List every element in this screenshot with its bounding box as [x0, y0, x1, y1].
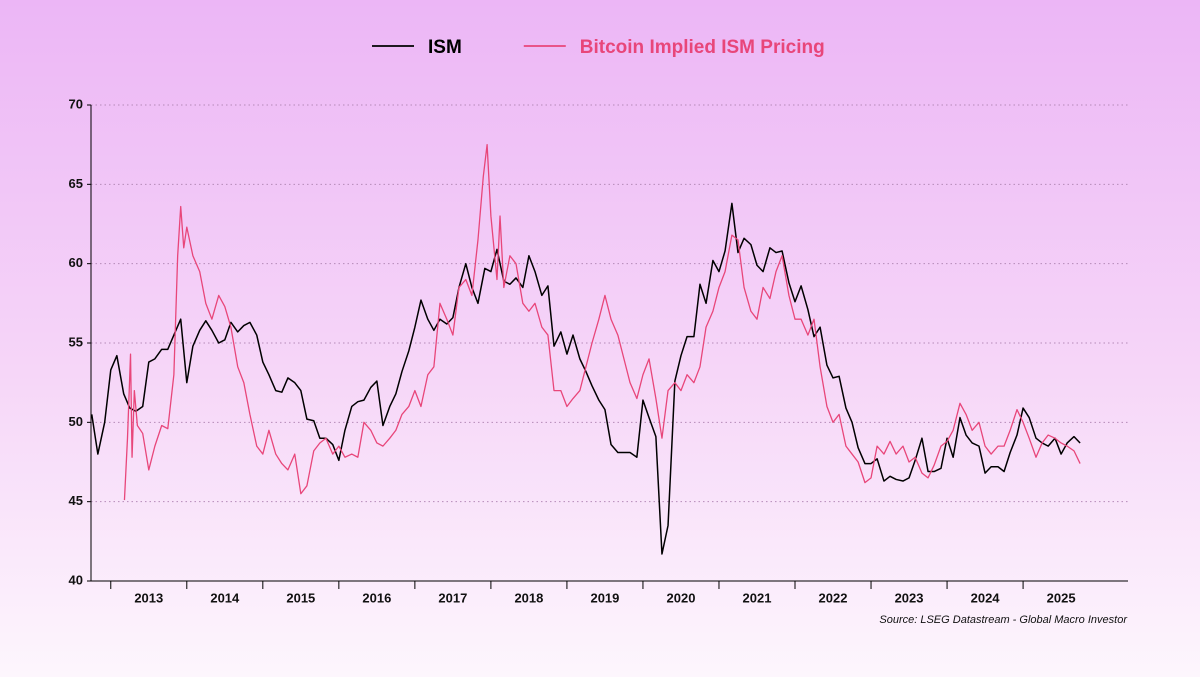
y-tick-label: 70 — [69, 96, 83, 111]
x-tick-label: 2021 — [743, 590, 772, 605]
legend-label: Bitcoin Implied ISM Pricing — [580, 37, 825, 58]
series-line — [91, 202, 1081, 555]
axes: 40 45 50 55 60 65 70 2013 2014 2015 2016 2017 2018 20… — [69, 96, 1128, 605]
x-tick-label: 2024 — [971, 590, 1001, 605]
y-tick-label: 50 — [69, 414, 83, 429]
legend-label: ISM — [428, 37, 462, 58]
y-tick-label: 65 — [69, 176, 83, 191]
y-tick-label: 40 — [69, 572, 83, 587]
x-tick-label: 2023 — [895, 590, 924, 605]
plot-lines — [91, 144, 1081, 555]
series-line — [123, 144, 1081, 501]
x-tick-label: 2020 — [667, 590, 696, 605]
x-tick-label: 2019 — [590, 590, 619, 605]
x-tick-label: 2013 — [134, 590, 163, 605]
y-tick-label: 45 — [69, 493, 83, 508]
source-note: Source: LSEG Datastream - Global Macro I… — [879, 614, 1128, 626]
x-tick-label: 2018 — [514, 590, 543, 605]
y-tick-label: 55 — [69, 334, 83, 349]
x-tick-label: 2014 — [210, 590, 240, 605]
x-tick-label: 2016 — [362, 590, 391, 605]
x-tick-label: 2022 — [819, 590, 848, 605]
y-tick-label: 60 — [69, 255, 83, 270]
legend: ISM Bitcoin Implied ISM Pricing — [372, 37, 825, 58]
x-tick-label: 2025 — [1047, 590, 1076, 605]
x-tick-label: 2015 — [286, 590, 315, 605]
x-tick-label: 2017 — [438, 590, 467, 605]
